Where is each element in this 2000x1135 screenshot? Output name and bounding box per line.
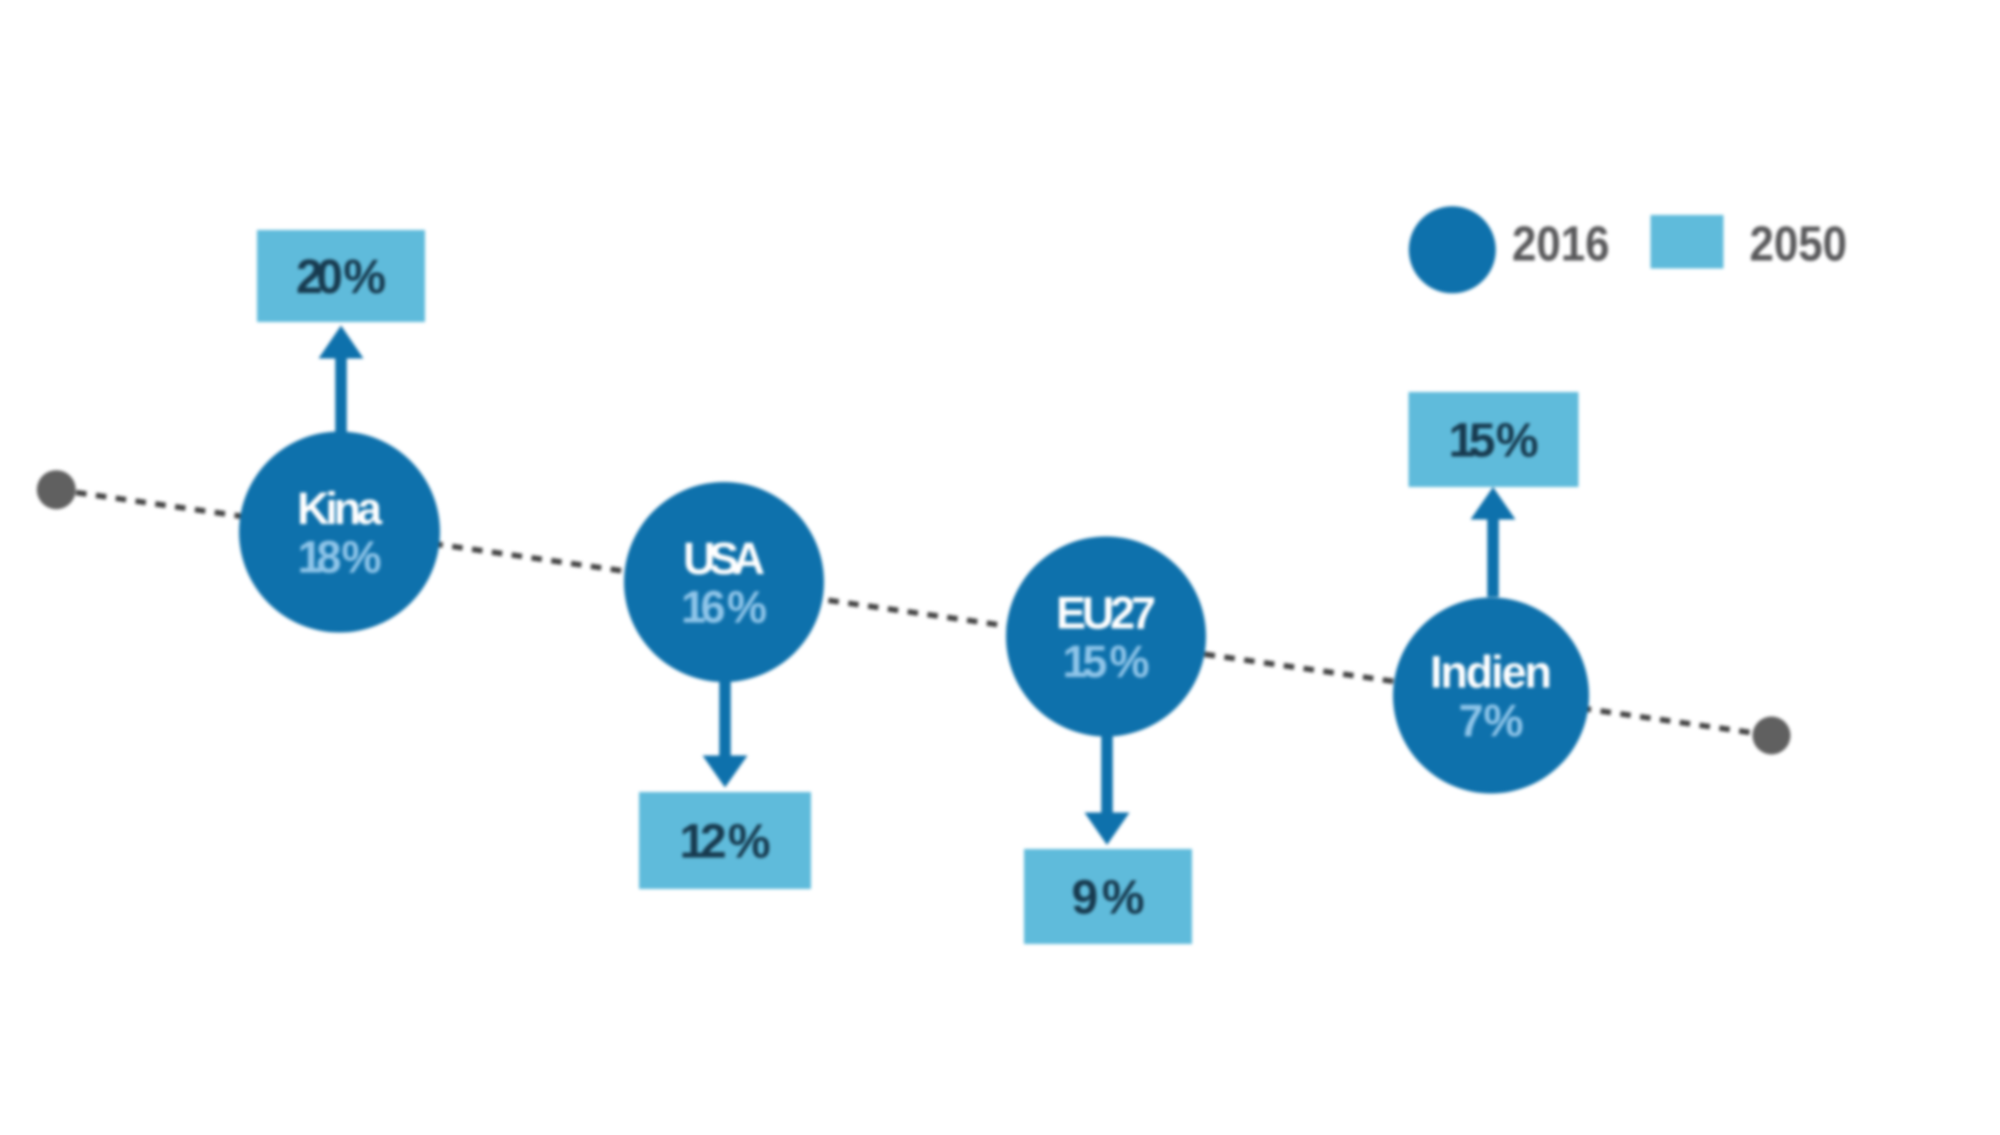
svg-text:16 %: 16 %	[681, 582, 767, 633]
svg-text:Indien: Indien	[1430, 647, 1552, 698]
svg-text:2050: 2050	[1750, 218, 1848, 272]
svg-text:12 %: 12 %	[680, 816, 771, 869]
svg-text:9 %: 9 %	[1072, 872, 1145, 925]
svg-text:Kina: Kina	[297, 483, 383, 534]
svg-text:15 %: 15 %	[1449, 415, 1539, 468]
svg-text:15 %: 15 %	[1063, 636, 1150, 687]
svg-text:7 %: 7 %	[1459, 695, 1524, 746]
svg-text:EU27: EU27	[1056, 588, 1156, 639]
svg-text:USA: USA	[683, 533, 765, 584]
svg-text:20 %: 20 %	[296, 251, 386, 304]
svg-text:2016: 2016	[1512, 218, 1610, 272]
svg-text:18 %: 18 %	[298, 532, 382, 583]
